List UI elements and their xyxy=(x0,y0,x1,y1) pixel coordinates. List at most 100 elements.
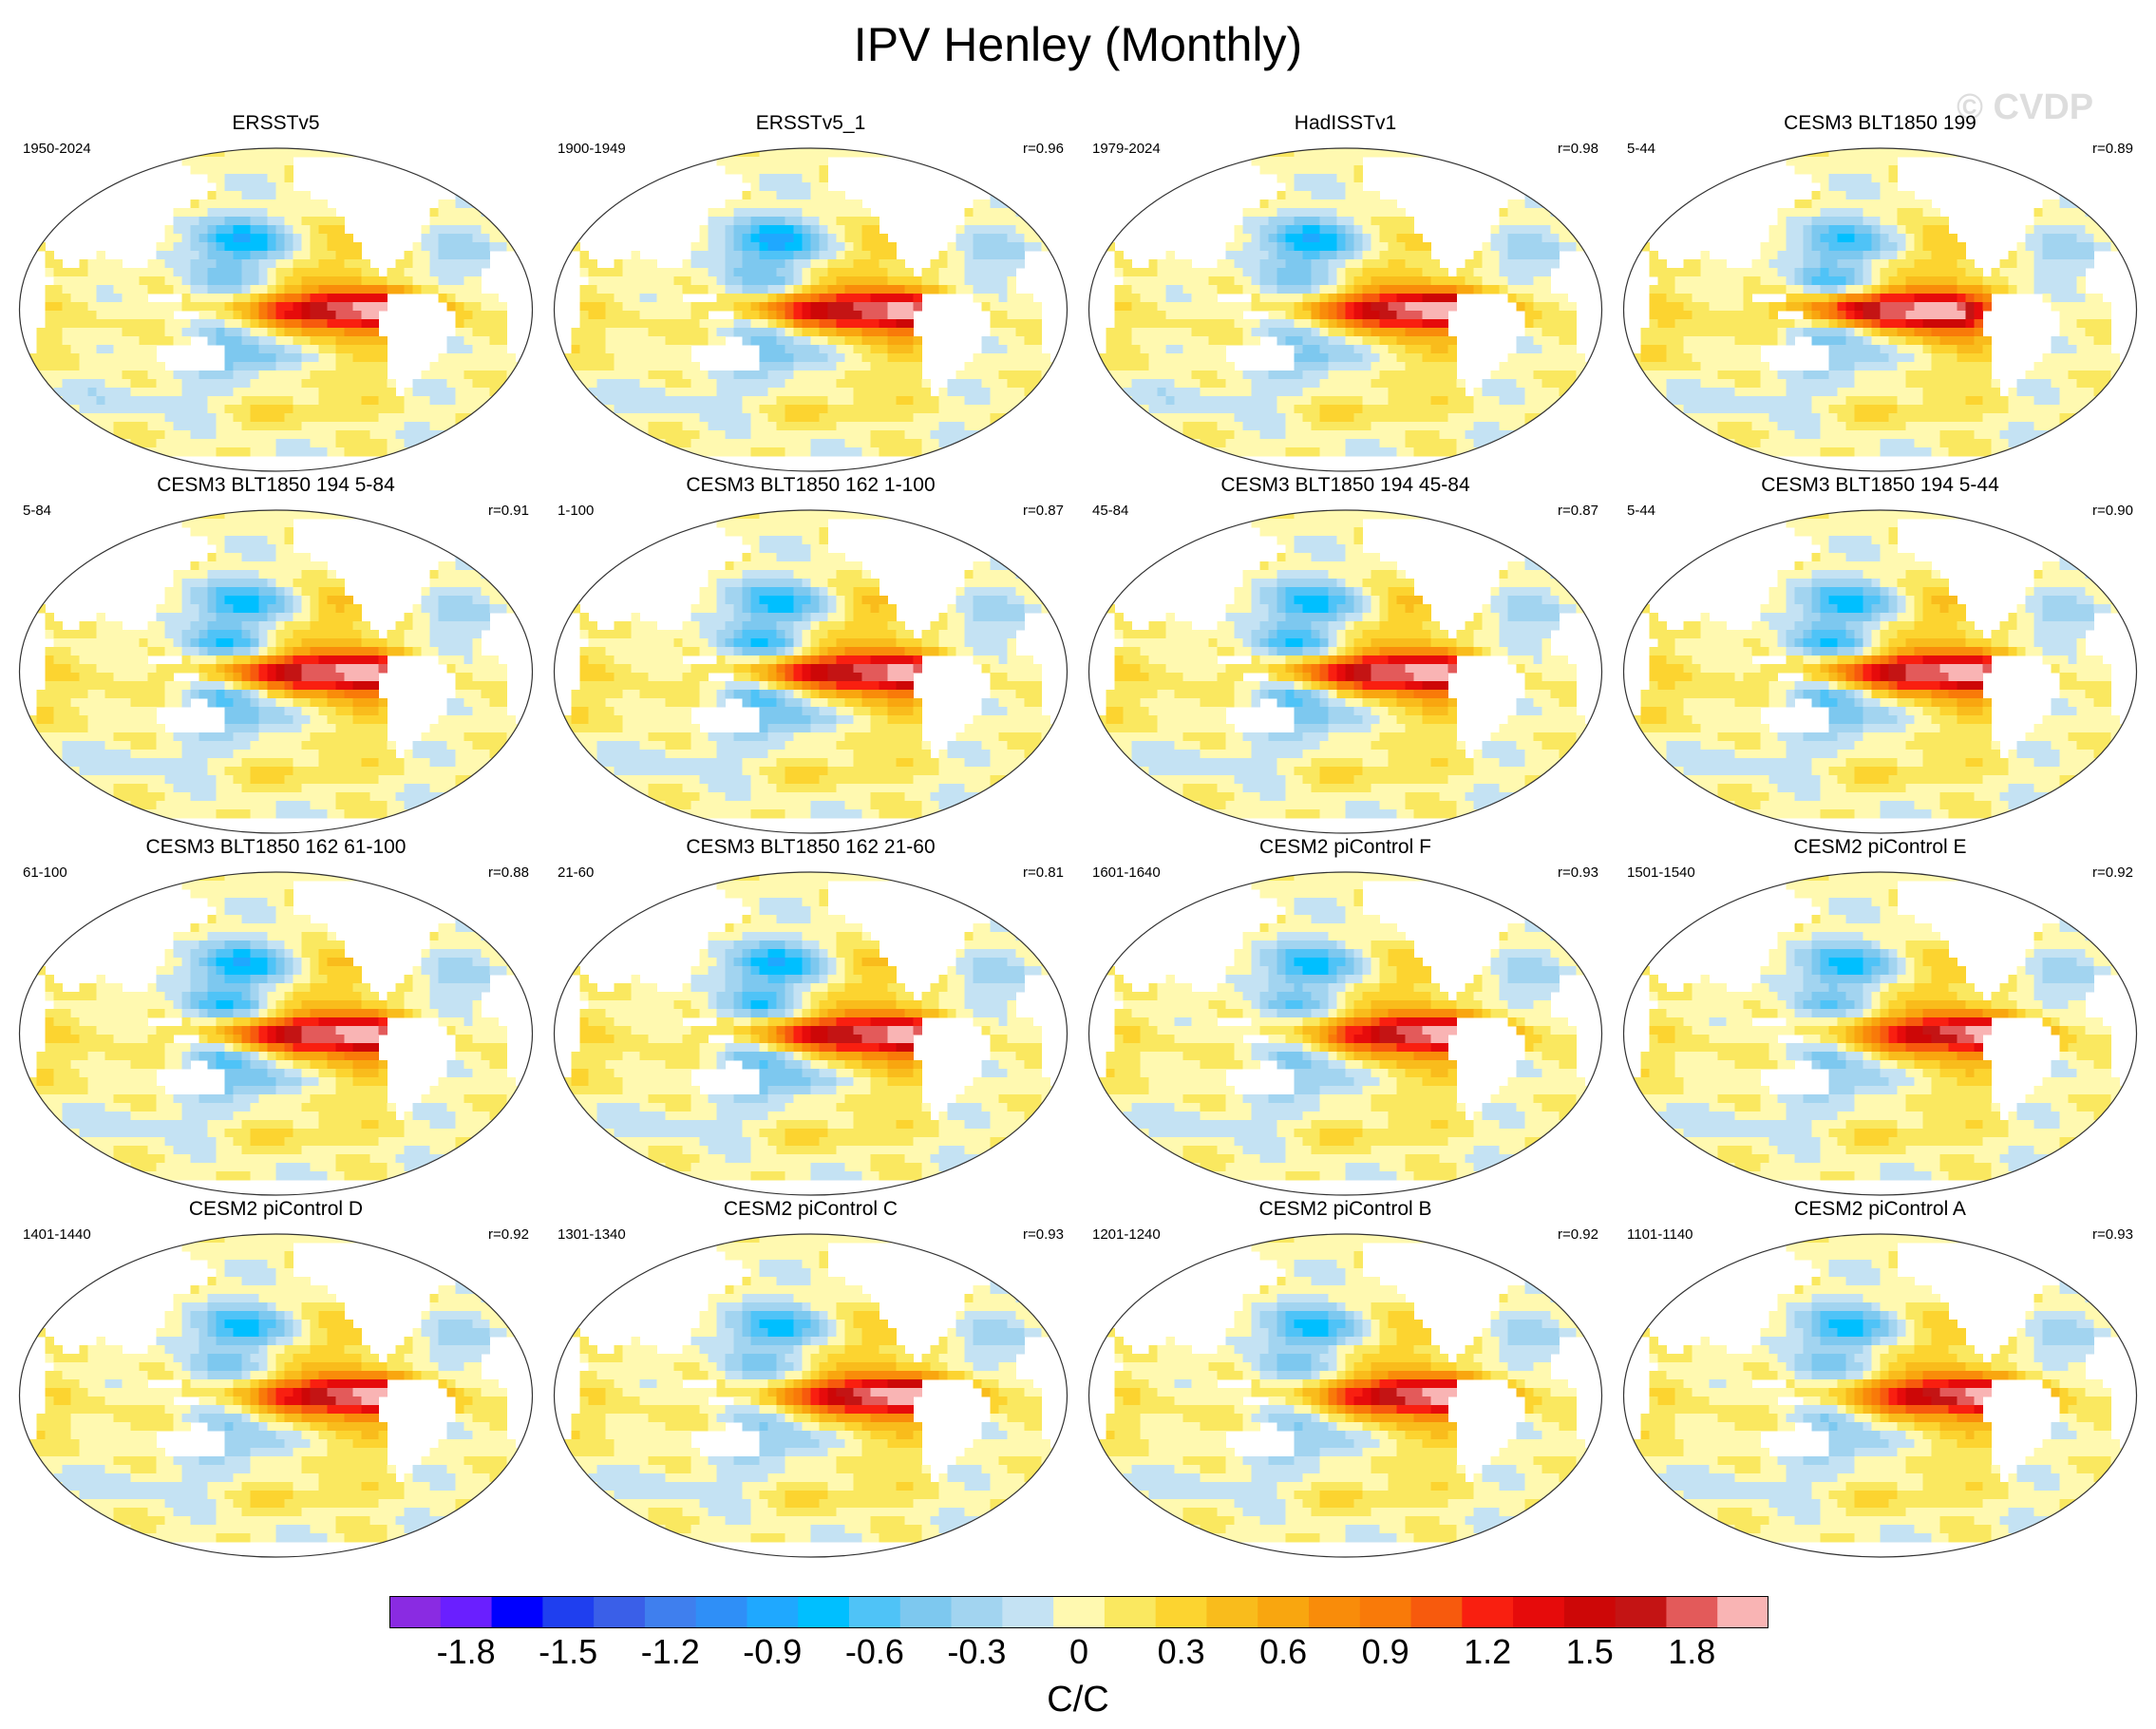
map-border xyxy=(553,147,1069,472)
colorbar-swatch xyxy=(644,1596,697,1628)
map-plot xyxy=(1087,509,1603,834)
panel-title: CESM2 piControl A xyxy=(1612,1198,2148,1221)
colorbar-swatch xyxy=(951,1596,1003,1628)
colorbar-tick-label: -1.5 xyxy=(520,1632,615,1672)
panel-period: 1-100 xyxy=(558,503,594,519)
map-plot xyxy=(18,871,534,1196)
colorbar-tick-label: -0.3 xyxy=(929,1632,1024,1672)
map-border xyxy=(553,509,1069,834)
map-border xyxy=(1622,147,2138,472)
panel-period: 1101-1140 xyxy=(1627,1226,1693,1243)
map-border xyxy=(18,871,534,1196)
map-panel: CESM3 BLT1850 194 45-84 45-84 r=0.87 xyxy=(1077,474,1614,835)
colorbar-swatch xyxy=(594,1596,646,1628)
panel-title: CESM3 BLT1850 162 61-100 xyxy=(8,836,544,859)
panel-period: 5-44 xyxy=(1627,503,1655,519)
map-border xyxy=(1087,147,1603,472)
colorbar-swatch xyxy=(1717,1596,1768,1628)
map-plot xyxy=(1087,147,1603,472)
colorbar-swatch xyxy=(542,1596,595,1628)
colorbar-swatch xyxy=(1104,1596,1157,1628)
panel-correlation: r=0.92 xyxy=(1558,1226,1598,1243)
colorbar-swatch xyxy=(1462,1596,1514,1628)
panel-title: CESM2 piControl B xyxy=(1077,1198,1614,1221)
map-plot xyxy=(1087,1233,1603,1558)
panel-title: CESM2 piControl D xyxy=(8,1198,544,1221)
colorbar-tick-label: -1.2 xyxy=(623,1632,718,1672)
colorbar-tick-label: 0 xyxy=(1031,1632,1126,1672)
colorbar-swatch xyxy=(1666,1596,1718,1628)
map-panel: CESM3 BLT1850 162 1-100 1-100 r=0.87 xyxy=(542,474,1079,835)
map-plot xyxy=(553,871,1069,1196)
panel-correlation: r=0.98 xyxy=(1558,141,1598,157)
map-border xyxy=(1622,1233,2138,1558)
panel-period: 1950-2024 xyxy=(23,141,91,157)
panel-correlation: r=0.91 xyxy=(488,503,529,519)
map-panel: CESM3 BLT1850 194 5-44 5-44 r=0.90 xyxy=(1612,474,2148,835)
colorbar-border xyxy=(389,1596,1768,1628)
colorbar-units: C/C xyxy=(0,1680,2156,1720)
map-plot xyxy=(1622,509,2138,834)
colorbar-swatch xyxy=(491,1596,543,1628)
map-border xyxy=(1087,509,1603,834)
colorbar-swatch xyxy=(1206,1596,1258,1628)
panel-title: CESM2 piControl C xyxy=(542,1198,1079,1221)
colorbar-swatch xyxy=(1309,1596,1361,1628)
map-panel: CESM3 BLT1850 162 21-60 21-60 r=0.81 xyxy=(542,836,1079,1197)
figure-title: IPV Henley (Monthly) xyxy=(0,17,2156,72)
colorbar-tick-label: 1.2 xyxy=(1440,1632,1535,1672)
panel-title: CESM2 piControl E xyxy=(1612,836,2148,859)
map-border xyxy=(18,1233,534,1558)
panel-title: CESM3 BLT1850 194 5-84 xyxy=(8,474,544,497)
panel-correlation: r=0.92 xyxy=(2092,864,2133,881)
panel-correlation: r=0.89 xyxy=(2092,141,2133,157)
map-border xyxy=(1087,1233,1603,1558)
map-plot xyxy=(1622,871,2138,1196)
panel-period: 5-44 xyxy=(1627,141,1655,157)
panel-correlation: r=0.92 xyxy=(488,1226,529,1243)
panel-grid: ERSSTv5 1950-2024 ERSSTv5_1 1900-1949 r=0.96… xyxy=(8,112,2148,1559)
colorbar-tick-label: 0.9 xyxy=(1338,1632,1433,1672)
map-panel: CESM2 piControl E 1501-1540 r=0.92 xyxy=(1612,836,2148,1197)
colorbar-swatch xyxy=(695,1596,748,1628)
colorbar-swatch xyxy=(389,1596,442,1628)
colorbar-tick-label: -1.8 xyxy=(419,1632,514,1672)
map-border xyxy=(1622,871,2138,1196)
colorbar-swatch xyxy=(1513,1596,1565,1628)
map-panel: HadISSTv1 1979-2024 r=0.98 xyxy=(1077,112,1614,473)
map-border xyxy=(18,147,534,472)
panel-title: ERSSTv5 xyxy=(8,112,544,135)
colorbar-swatch xyxy=(1155,1596,1208,1628)
map-border xyxy=(1087,871,1603,1196)
sst-field xyxy=(19,1234,533,1543)
panel-period: 21-60 xyxy=(558,864,594,881)
map-plot xyxy=(553,1233,1069,1558)
map-panel: CESM3 BLT1850 162 61-100 61-100 r=0.88 xyxy=(8,836,544,1197)
colorbar-swatch xyxy=(1258,1596,1310,1628)
panel-correlation: r=0.81 xyxy=(1023,864,1064,881)
panel-title: CESM3 BLT1850 162 1-100 xyxy=(542,474,1079,497)
panel-correlation: r=0.93 xyxy=(1023,1226,1064,1243)
colorbar-swatch xyxy=(899,1596,953,1628)
panel-period: 5-84 xyxy=(23,503,51,519)
panel-correlation: r=0.90 xyxy=(2092,503,2133,519)
map-panel: CESM2 piControl A 1101-1140 r=0.93 xyxy=(1612,1198,2148,1559)
panel-correlation: r=0.87 xyxy=(1558,503,1598,519)
colorbar-swatch xyxy=(1410,1596,1463,1628)
panel-correlation: r=0.93 xyxy=(2092,1226,2133,1243)
panel-period: 1501-1540 xyxy=(1627,864,1695,881)
map-panel: CESM3 BLT1850 199 5-44 r=0.89 xyxy=(1612,112,2148,473)
colorbar-swatch xyxy=(1563,1596,1617,1628)
colorbar-swatch xyxy=(747,1596,799,1628)
map-plot xyxy=(18,509,534,834)
map-plot xyxy=(1087,871,1603,1196)
cvdp-watermark: © CVDP xyxy=(1957,87,2093,128)
colorbar-swatch xyxy=(1002,1596,1054,1628)
map-panel: ERSSTv5 1950-2024 xyxy=(8,112,544,473)
map-plot xyxy=(553,509,1069,834)
map-border xyxy=(1622,509,2138,834)
colorbar xyxy=(389,1596,1768,1628)
colorbar-tick-label: 0.6 xyxy=(1236,1632,1331,1672)
panel-title: CESM3 BLT1850 194 45-84 xyxy=(1077,474,1614,497)
panel-period: 45-84 xyxy=(1092,503,1128,519)
